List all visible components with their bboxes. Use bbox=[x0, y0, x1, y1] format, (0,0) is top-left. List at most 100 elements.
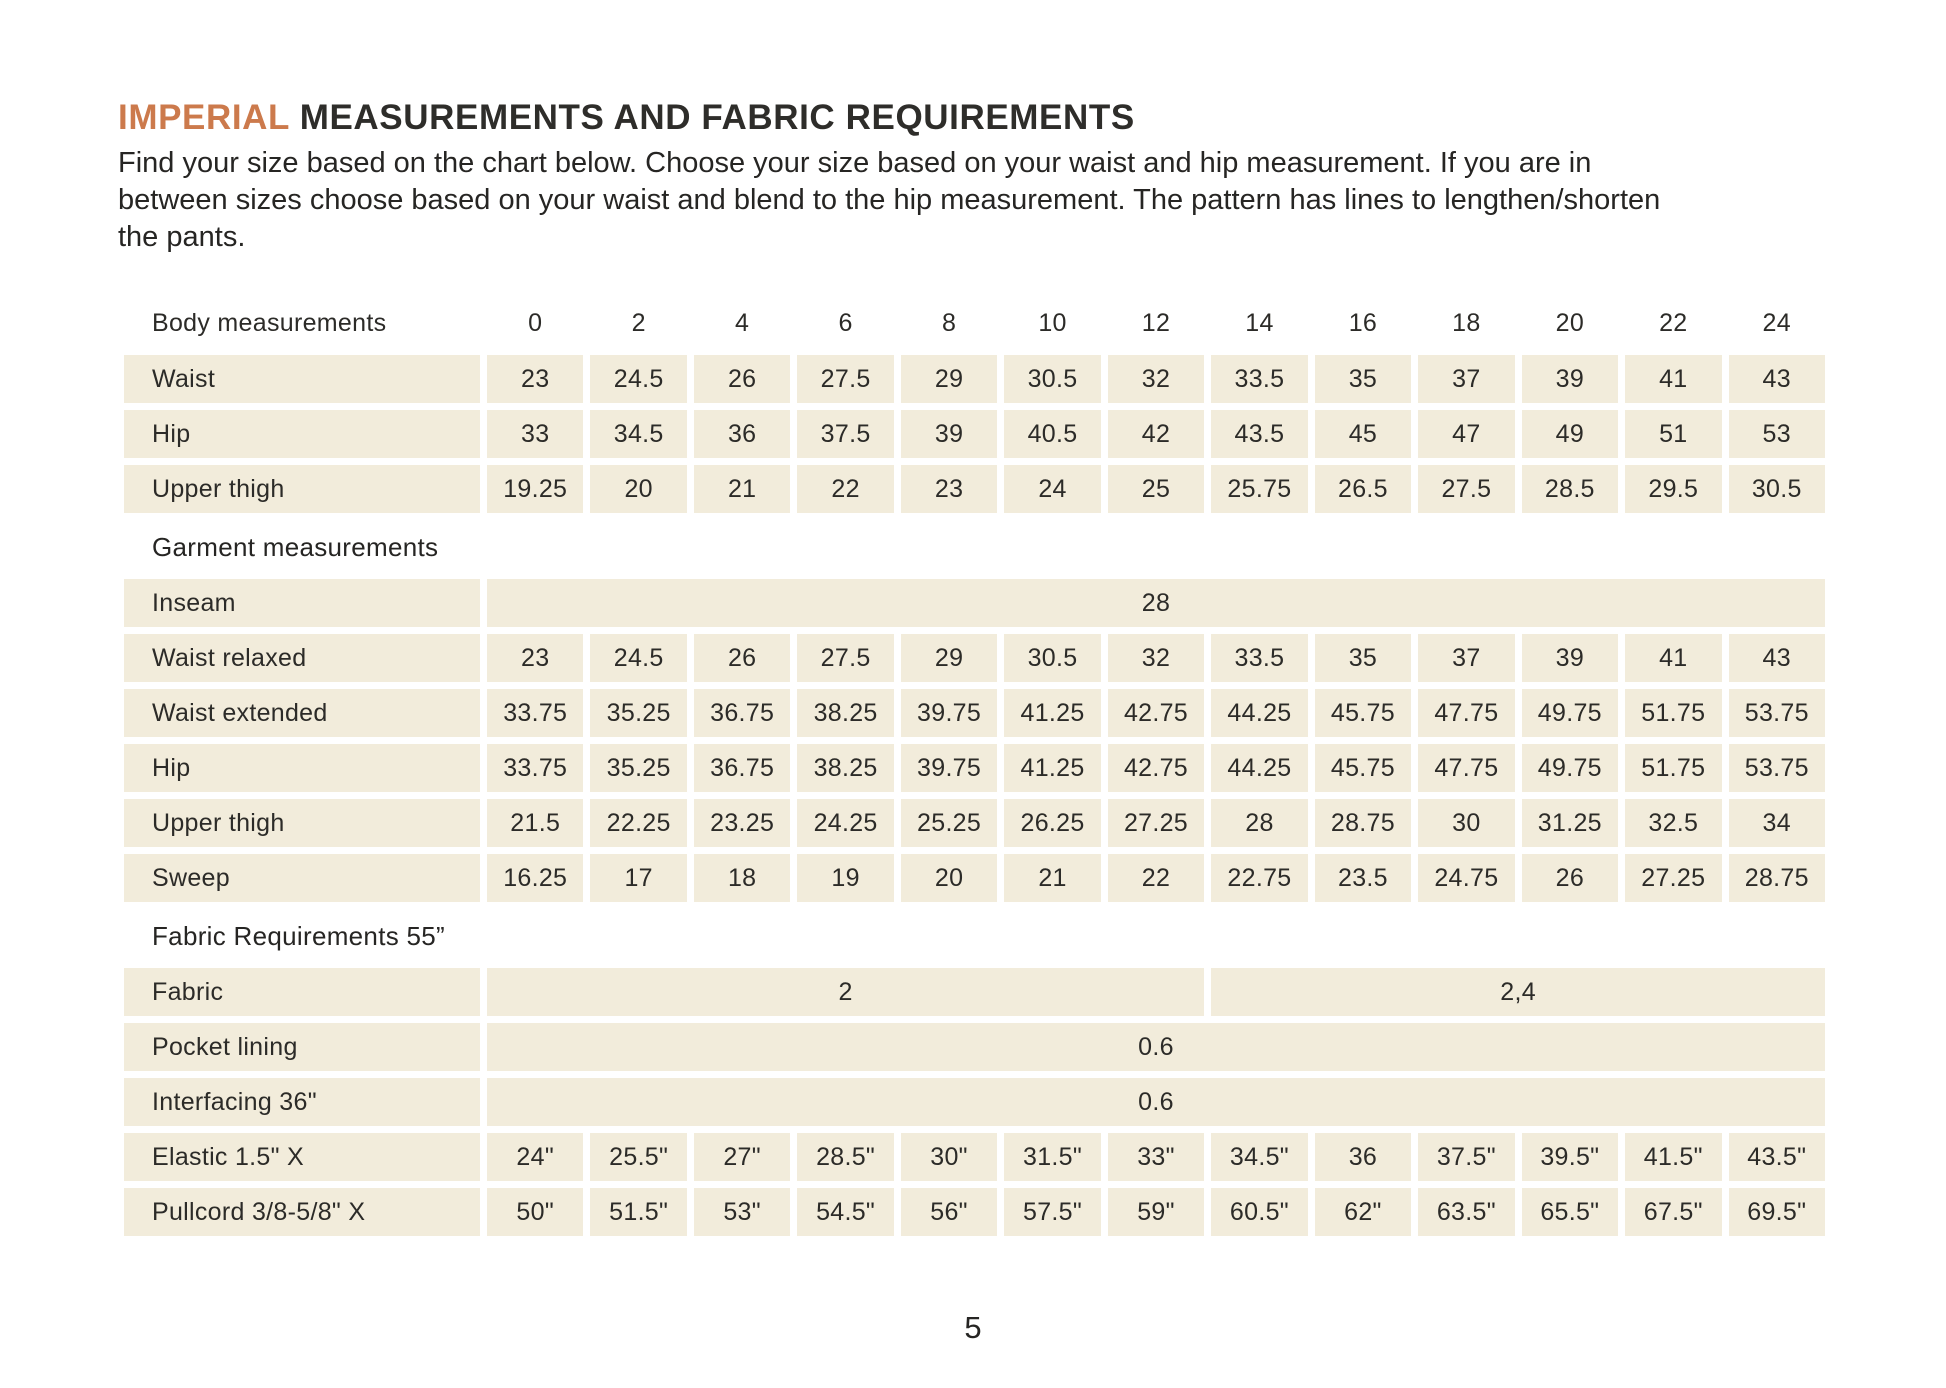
value-cell: 33.5 bbox=[1211, 355, 1308, 403]
value-cell: 18 bbox=[693, 854, 791, 902]
value-cell: 49.75 bbox=[1521, 689, 1619, 737]
value-cell: 26.25 bbox=[1004, 799, 1101, 847]
size-header-cell: 20 bbox=[1555, 309, 1585, 337]
value-cell: 35 bbox=[1314, 634, 1412, 682]
value-cell: 32.5 bbox=[1625, 799, 1722, 847]
table-row: Upper thigh 19.25 20 21 22 23 24 25 25.75 26.5 27.… bbox=[124, 465, 1825, 513]
value-cell: 21 bbox=[1004, 854, 1101, 902]
value-cell: 51 bbox=[1625, 410, 1722, 458]
intro-line: Find your size based on the chart below.… bbox=[118, 147, 1592, 179]
value-cell: 26 bbox=[693, 634, 791, 682]
value-cell: 28 bbox=[487, 579, 1825, 627]
row-label-cell: Waist bbox=[124, 355, 480, 403]
value-cell: 60.5" bbox=[1211, 1188, 1308, 1236]
value-cell: 23 bbox=[487, 355, 584, 403]
value-cell: 24.75 bbox=[1418, 854, 1515, 902]
value-cell: 38.25 bbox=[797, 744, 894, 792]
value-cell: 21 bbox=[693, 465, 791, 513]
size-header-cell: 0 bbox=[528, 309, 543, 337]
value-cell: 41.25 bbox=[1004, 689, 1101, 737]
value-cell: 31.5" bbox=[1004, 1133, 1101, 1181]
row-label-cell: Fabric bbox=[124, 968, 480, 1016]
value-cell: 35.25 bbox=[590, 744, 687, 792]
value-cell: 28.75 bbox=[1314, 799, 1412, 847]
row-label-cell: Upper thigh bbox=[124, 799, 480, 847]
value-cell: 23.25 bbox=[693, 799, 791, 847]
table-row: Waist relaxed 23 24.5 26 27.5 29 30.5 32 33.5 35 3… bbox=[124, 634, 1825, 682]
value-cell: 32 bbox=[1107, 634, 1205, 682]
value-cell: 38.25 bbox=[797, 689, 894, 737]
value-cell: 44.25 bbox=[1211, 744, 1308, 792]
row-label-cell: Pocket lining bbox=[124, 1023, 480, 1071]
value-cell: 65.5" bbox=[1521, 1188, 1619, 1236]
value-cell: 63.5" bbox=[1418, 1188, 1515, 1236]
value-cell: 37.5" bbox=[1418, 1133, 1515, 1181]
value-cell: 34 bbox=[1728, 799, 1825, 847]
value-cell: 23.5 bbox=[1314, 854, 1412, 902]
value-cell: 36.75 bbox=[693, 744, 791, 792]
value-cell: 53.75 bbox=[1728, 744, 1825, 792]
value-cell: 22.25 bbox=[590, 799, 687, 847]
table-row: Waist extended 33.75 35.25 36.75 38.25 39.75 4… bbox=[124, 689, 1825, 737]
measurement-table: Body measurements 0 2 4 6 8 10 12 14 16 18 20 22 24 … bbox=[124, 302, 1825, 1236]
value-cell: 30.5 bbox=[1728, 465, 1825, 513]
value-cell: 41.25 bbox=[1004, 744, 1101, 792]
value-cell: 62" bbox=[1314, 1188, 1412, 1236]
value-cell: 0.6 bbox=[487, 1023, 1825, 1071]
value-cell: 19.25 bbox=[487, 465, 584, 513]
value-cell: 33 bbox=[487, 410, 584, 458]
value-cell: 43.5" bbox=[1728, 1133, 1825, 1181]
value-cell: 69.5" bbox=[1728, 1188, 1825, 1236]
table-row: Hip 33.75 35.25 36.75 38.25 39.75 41.25 42.75 44… bbox=[124, 744, 1825, 792]
row-label-cell: Waist extended bbox=[124, 689, 480, 737]
value-cell: 27.5 bbox=[797, 634, 894, 682]
value-cell: 41 bbox=[1625, 634, 1722, 682]
value-cell: 51.5" bbox=[590, 1188, 687, 1236]
value-cell: 24 bbox=[1004, 465, 1101, 513]
value-cell: 47.75 bbox=[1418, 689, 1515, 737]
value-cell: 42.75 bbox=[1107, 744, 1205, 792]
value-cell: 57.5" bbox=[1004, 1188, 1101, 1236]
value-cell: 56" bbox=[900, 1188, 998, 1236]
value-cell: 22 bbox=[1107, 854, 1205, 902]
intro-line: between sizes choose based on your waist… bbox=[118, 184, 1661, 216]
value-cell: 2,4 bbox=[1211, 968, 1825, 1016]
value-cell: 33.75 bbox=[487, 689, 584, 737]
value-cell: 39 bbox=[900, 410, 998, 458]
value-cell: 32 bbox=[1107, 355, 1205, 403]
value-cell: 51.75 bbox=[1625, 744, 1722, 792]
value-cell: 27.5 bbox=[797, 355, 894, 403]
value-cell: 39.75 bbox=[900, 744, 998, 792]
value-cell: 28.5" bbox=[797, 1133, 894, 1181]
value-cell: 34.5 bbox=[590, 410, 687, 458]
size-header-cell: 4 bbox=[735, 309, 750, 337]
value-cell: 37 bbox=[1418, 634, 1515, 682]
value-cell: 23 bbox=[900, 465, 998, 513]
value-cell: 16.25 bbox=[487, 854, 584, 902]
size-header-cell: 12 bbox=[1141, 309, 1171, 337]
value-cell: 43.5 bbox=[1211, 410, 1308, 458]
value-cell: 30.5 bbox=[1004, 634, 1101, 682]
size-header-cell: 14 bbox=[1245, 309, 1274, 337]
table-row: Elastic 1.5" X 24" 25.5" 27" 28.5" 30" 31.5" 33… bbox=[124, 1133, 1825, 1181]
row-label-cell: Hip bbox=[124, 744, 480, 792]
row-label-cell: Upper thigh bbox=[124, 465, 480, 513]
table-row: Pocket lining 0.6 bbox=[124, 1023, 1825, 1071]
size-header-row: Body measurements 0 2 4 6 8 10 12 14 16 18 20 22 24 bbox=[124, 302, 1825, 344]
value-cell: 27.5 bbox=[1418, 465, 1515, 513]
value-cell: 36 bbox=[693, 410, 791, 458]
value-cell: 0.6 bbox=[487, 1078, 1825, 1126]
value-cell: 24" bbox=[487, 1133, 584, 1181]
value-cell: 24.25 bbox=[797, 799, 894, 847]
value-cell: 30 bbox=[1418, 799, 1515, 847]
value-cell: 40.5 bbox=[1004, 410, 1101, 458]
value-cell: 53 bbox=[1728, 410, 1825, 458]
value-cell: 59" bbox=[1107, 1188, 1205, 1236]
value-cell: 27.25 bbox=[1625, 854, 1722, 902]
section-heading: Fabric Requirements 55” bbox=[152, 921, 446, 951]
intro-line: the pants. bbox=[118, 221, 246, 253]
value-cell: 41 bbox=[1625, 355, 1722, 403]
size-header-cell: 24 bbox=[1762, 309, 1791, 337]
table-row: Hip 33 34.5 36 37.5 39 40.5 42 43.5 45 47 49 51 53 bbox=[124, 410, 1825, 458]
value-cell: 29.5 bbox=[1625, 465, 1722, 513]
